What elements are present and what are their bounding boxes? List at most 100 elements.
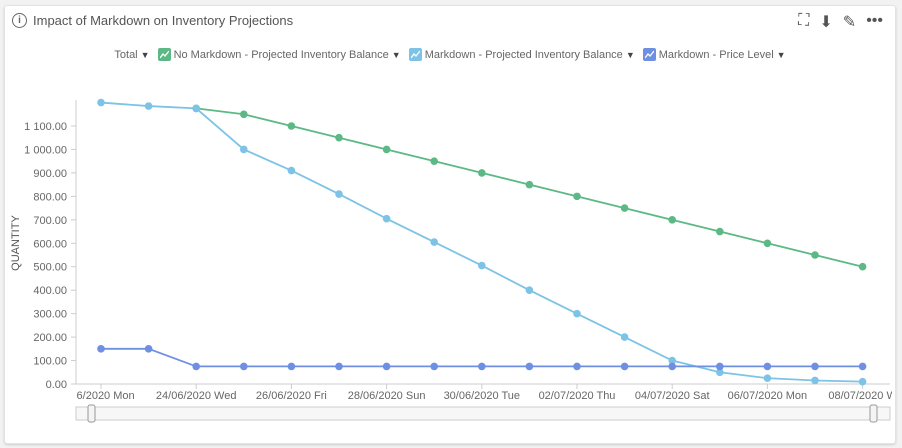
line-chart-icon <box>157 48 171 61</box>
info-icon[interactable]: i <box>12 13 27 28</box>
data-point[interactable] <box>716 368 724 377</box>
x-tick-label: 02/07/2020 Thu <box>539 390 616 402</box>
data-point[interactable] <box>382 362 391 371</box>
data-point[interactable] <box>668 356 676 365</box>
line-chart-icon <box>408 48 422 61</box>
data-point[interactable] <box>763 374 772 382</box>
data-point[interactable] <box>287 166 296 175</box>
y-tick-label: 300.00 <box>33 309 67 321</box>
legend-item-no-markdown[interactable]: No Markdown - Projected Inventory Balanc… <box>157 48 401 61</box>
data-point[interactable] <box>811 362 819 371</box>
y-tick-label: 700.00 <box>33 215 67 227</box>
data-point[interactable] <box>525 180 534 189</box>
data-point[interactable] <box>763 362 772 371</box>
y-tick-label: 1 100.00 <box>24 121 67 133</box>
legend-label: No Markdown - Projected Inventory Balanc… <box>173 48 389 61</box>
data-point[interactable] <box>716 362 724 371</box>
x-tick-label: 04/07/2020 Sat <box>635 390 710 402</box>
chart-header: i Impact of Markdown on Inventory Projec… <box>12 13 293 28</box>
legend-item-price-level[interactable]: Markdown - Price Level ▼ <box>642 48 786 61</box>
data-point[interactable] <box>478 261 486 270</box>
more-icon[interactable]: ••• <box>866 12 883 29</box>
legend-item-markdown-balance[interactable]: Markdown - Projected Inventory Balance ▼ <box>408 48 635 61</box>
y-tick-label: 600.00 <box>33 238 67 250</box>
y-axis-label: QUANTITY <box>10 215 22 271</box>
data-point[interactable] <box>573 309 581 318</box>
data-point[interactable] <box>668 216 676 224</box>
data-point[interactable] <box>97 98 105 107</box>
data-point[interactable] <box>335 362 343 371</box>
pencil-icon[interactable]: ✎ <box>842 14 857 31</box>
data-point[interactable] <box>525 286 534 294</box>
y-tick-label: 1 000.00 <box>24 144 67 156</box>
download-icon[interactable]: ⬇ <box>819 14 833 31</box>
range-slider-handle-right[interactable] <box>869 404 878 423</box>
data-point[interactable] <box>144 102 153 110</box>
data-point[interactable] <box>144 345 153 353</box>
legend-label: Markdown - Price Level <box>658 48 774 61</box>
series-line-1 <box>100 101 863 383</box>
range-slider-handle-left[interactable] <box>87 404 96 423</box>
data-point[interactable] <box>240 362 248 371</box>
data-point[interactable] <box>430 362 439 371</box>
chart-title: Impact of Markdown on Inventory Projecti… <box>33 13 294 28</box>
data-point[interactable] <box>478 169 486 177</box>
data-point[interactable] <box>811 251 819 259</box>
fullscreen-icon[interactable]: ⛶ <box>798 12 810 29</box>
data-point[interactable] <box>382 145 391 154</box>
legend: Total ▼ No Markdown - Projected Inventory… <box>5 48 895 61</box>
data-point[interactable] <box>287 122 296 130</box>
legend-label: Markdown - Projected Inventory Balance <box>424 48 623 61</box>
x-tick-label: 30/06/2020 Tue <box>444 390 520 402</box>
data-point[interactable] <box>668 362 676 371</box>
data-point[interactable] <box>240 110 248 119</box>
data-point[interactable] <box>811 376 819 385</box>
data-point[interactable] <box>287 362 296 371</box>
data-point[interactable] <box>97 345 105 353</box>
x-tick-label: 24/06/2020 Wed <box>156 390 237 402</box>
chevron-down-icon: ▼ <box>391 49 401 60</box>
toolbar: ⛶ ⬇ ✎ ••• <box>798 12 883 32</box>
data-point[interactable] <box>858 362 867 371</box>
chevron-down-icon: ▼ <box>776 49 786 60</box>
data-point[interactable] <box>620 333 629 341</box>
y-tick-label: 900.00 <box>33 168 67 180</box>
data-point[interactable] <box>620 362 629 371</box>
data-point[interactable] <box>573 362 581 371</box>
legend-total[interactable]: Total ▼ <box>114 48 149 61</box>
x-tick-label: 26/06/2020 Fri <box>256 390 327 402</box>
chart-card: i Impact of Markdown on Inventory Projec… <box>4 5 896 444</box>
y-tick-label: 400.00 <box>33 285 67 297</box>
data-point[interactable] <box>335 190 343 198</box>
x-tick-label: 06/07/2020 Mon <box>728 390 808 402</box>
y-tick-label: 100.00 <box>33 356 67 368</box>
data-point[interactable] <box>192 362 200 371</box>
data-point[interactable] <box>430 157 439 165</box>
data-point[interactable] <box>525 362 534 371</box>
data-point[interactable] <box>620 204 629 212</box>
data-point[interactable] <box>858 262 867 271</box>
chevron-down-icon: ▼ <box>625 49 635 60</box>
x-tick-label: 28/06/2020 Sun <box>348 390 426 402</box>
data-point[interactable] <box>716 227 724 236</box>
data-point[interactable] <box>240 145 248 154</box>
y-tick-label: 500.00 <box>33 262 67 274</box>
data-point[interactable] <box>335 133 343 142</box>
data-point[interactable] <box>382 214 391 223</box>
range-slider-track[interactable] <box>75 406 891 421</box>
x-tick-label: 08/07/2020 W <box>828 390 897 402</box>
line-chart-icon <box>642 48 656 61</box>
legend-label: Total <box>114 48 138 61</box>
data-point[interactable] <box>478 362 486 371</box>
data-point[interactable] <box>763 239 772 248</box>
x-tick-label: /06/2020 Mon <box>67 390 134 402</box>
data-point[interactable] <box>430 238 439 246</box>
data-point[interactable] <box>192 104 200 113</box>
y-tick-label: 800.00 <box>33 191 67 203</box>
chevron-down-icon: ▼ <box>140 49 150 60</box>
y-tick-label: 200.00 <box>33 332 67 344</box>
y-tick-label: 0.00 <box>46 379 67 391</box>
data-point[interactable] <box>573 192 581 201</box>
data-point[interactable] <box>858 377 867 386</box>
